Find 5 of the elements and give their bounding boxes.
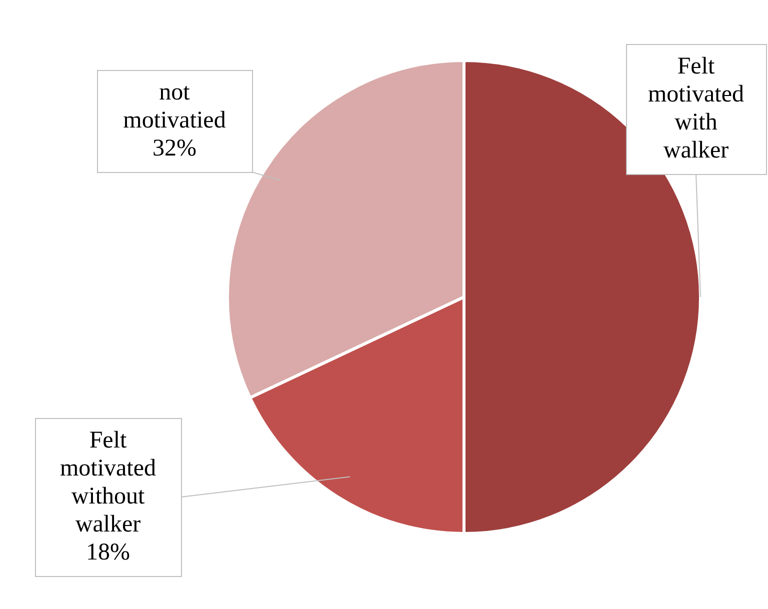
data-label: 18% [86,539,130,566]
data-label: 32% [152,135,196,162]
slice-label: Felt motivated with walker [648,53,744,164]
slice-label: not motivatied [123,79,226,134]
slice-label: Felt motivated without walker [60,427,156,538]
